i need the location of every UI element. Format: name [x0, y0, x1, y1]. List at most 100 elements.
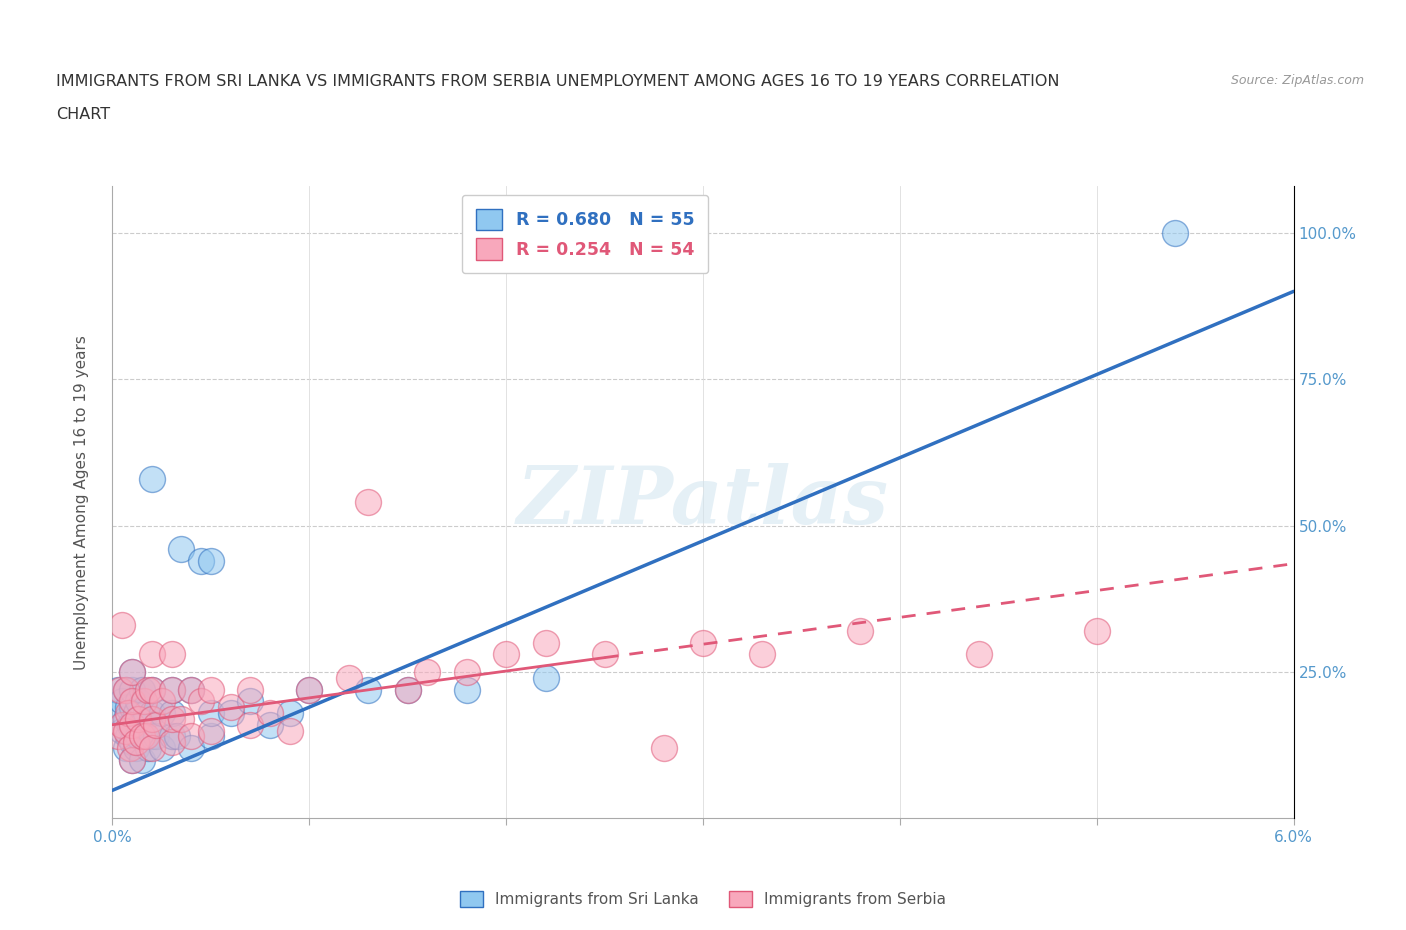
Point: [127, 711, 149, 726]
Point: [692, 635, 714, 650]
Point: [141, 706, 163, 721]
Point: [121, 717, 143, 732]
Point: [131, 729, 153, 744]
Point: [849, 624, 872, 639]
Point: [107, 729, 129, 744]
Point: [160, 706, 183, 721]
Point: [170, 711, 193, 726]
Text: CHART: CHART: [56, 107, 110, 122]
Point: [160, 729, 183, 744]
Point: [219, 706, 242, 721]
Point: [131, 682, 153, 697]
Point: [337, 671, 360, 685]
Point: [141, 740, 163, 755]
Point: [132, 694, 155, 709]
Point: [141, 472, 163, 486]
Point: [145, 729, 167, 744]
Point: [141, 682, 163, 697]
Point: [117, 729, 139, 744]
Point: [357, 682, 380, 697]
Point: [239, 694, 262, 709]
Y-axis label: Unemployment Among Ages 16 to 19 years: Unemployment Among Ages 16 to 19 years: [75, 335, 89, 670]
Point: [121, 665, 143, 680]
Point: [200, 553, 222, 568]
Point: [121, 717, 143, 732]
Point: [456, 665, 478, 680]
Point: [115, 740, 138, 755]
Point: [278, 706, 301, 721]
Point: [170, 541, 193, 556]
Point: [125, 706, 148, 721]
Point: [180, 729, 202, 744]
Point: [396, 682, 419, 697]
Point: [111, 618, 134, 632]
Point: [534, 671, 557, 685]
Point: [593, 647, 616, 662]
Point: [298, 682, 321, 697]
Point: [127, 729, 149, 744]
Point: [107, 706, 129, 721]
Point: [131, 752, 153, 767]
Point: [357, 495, 380, 510]
Point: [160, 682, 183, 697]
Point: [111, 724, 134, 738]
Point: [135, 729, 157, 744]
Point: [1085, 624, 1108, 639]
Point: [141, 647, 163, 662]
Point: [259, 706, 281, 721]
Point: [125, 735, 148, 750]
Point: [125, 740, 148, 755]
Point: [136, 682, 159, 697]
Point: [111, 694, 134, 709]
Point: [115, 682, 138, 697]
Point: [200, 682, 222, 697]
Point: [751, 647, 773, 662]
Point: [278, 724, 301, 738]
Point: [416, 665, 439, 680]
Point: [1164, 225, 1187, 240]
Point: [150, 740, 173, 755]
Point: [298, 682, 321, 697]
Legend: Immigrants from Sri Lanka, Immigrants from Serbia: Immigrants from Sri Lanka, Immigrants fr…: [454, 884, 952, 913]
Point: [107, 682, 129, 697]
Point: [967, 647, 990, 662]
Point: [115, 682, 138, 697]
Point: [121, 682, 143, 697]
Point: [219, 699, 242, 714]
Point: [121, 665, 143, 680]
Text: ZIPatlas: ZIPatlas: [517, 463, 889, 541]
Point: [115, 724, 138, 738]
Point: [160, 711, 183, 726]
Point: [121, 735, 143, 750]
Point: [200, 706, 222, 721]
Text: IMMIGRANTS FROM SRI LANKA VS IMMIGRANTS FROM SERBIA UNEMPLOYMENT AMONG AGES 16 T: IMMIGRANTS FROM SRI LANKA VS IMMIGRANTS …: [56, 74, 1060, 89]
Point: [115, 711, 138, 726]
Point: [121, 699, 143, 714]
Point: [110, 682, 132, 697]
Point: [150, 694, 173, 709]
Point: [135, 706, 157, 721]
Point: [131, 717, 153, 732]
Point: [160, 647, 183, 662]
Point: [111, 717, 134, 732]
Point: [117, 699, 139, 714]
Legend: R = 0.680   N = 55, R = 0.254   N = 54: R = 0.680 N = 55, R = 0.254 N = 54: [461, 194, 709, 273]
Point: [160, 682, 183, 697]
Point: [121, 694, 143, 709]
Point: [150, 706, 173, 721]
Point: [180, 682, 202, 697]
Point: [145, 717, 167, 732]
Point: [120, 717, 142, 732]
Point: [456, 682, 478, 697]
Point: [132, 729, 155, 744]
Point: [239, 717, 262, 732]
Point: [117, 706, 139, 721]
Point: [190, 694, 212, 709]
Point: [160, 735, 183, 750]
Point: [495, 647, 517, 662]
Point: [652, 740, 675, 755]
Point: [166, 729, 188, 744]
Point: [120, 740, 142, 755]
Point: [141, 711, 163, 726]
Point: [259, 717, 281, 732]
